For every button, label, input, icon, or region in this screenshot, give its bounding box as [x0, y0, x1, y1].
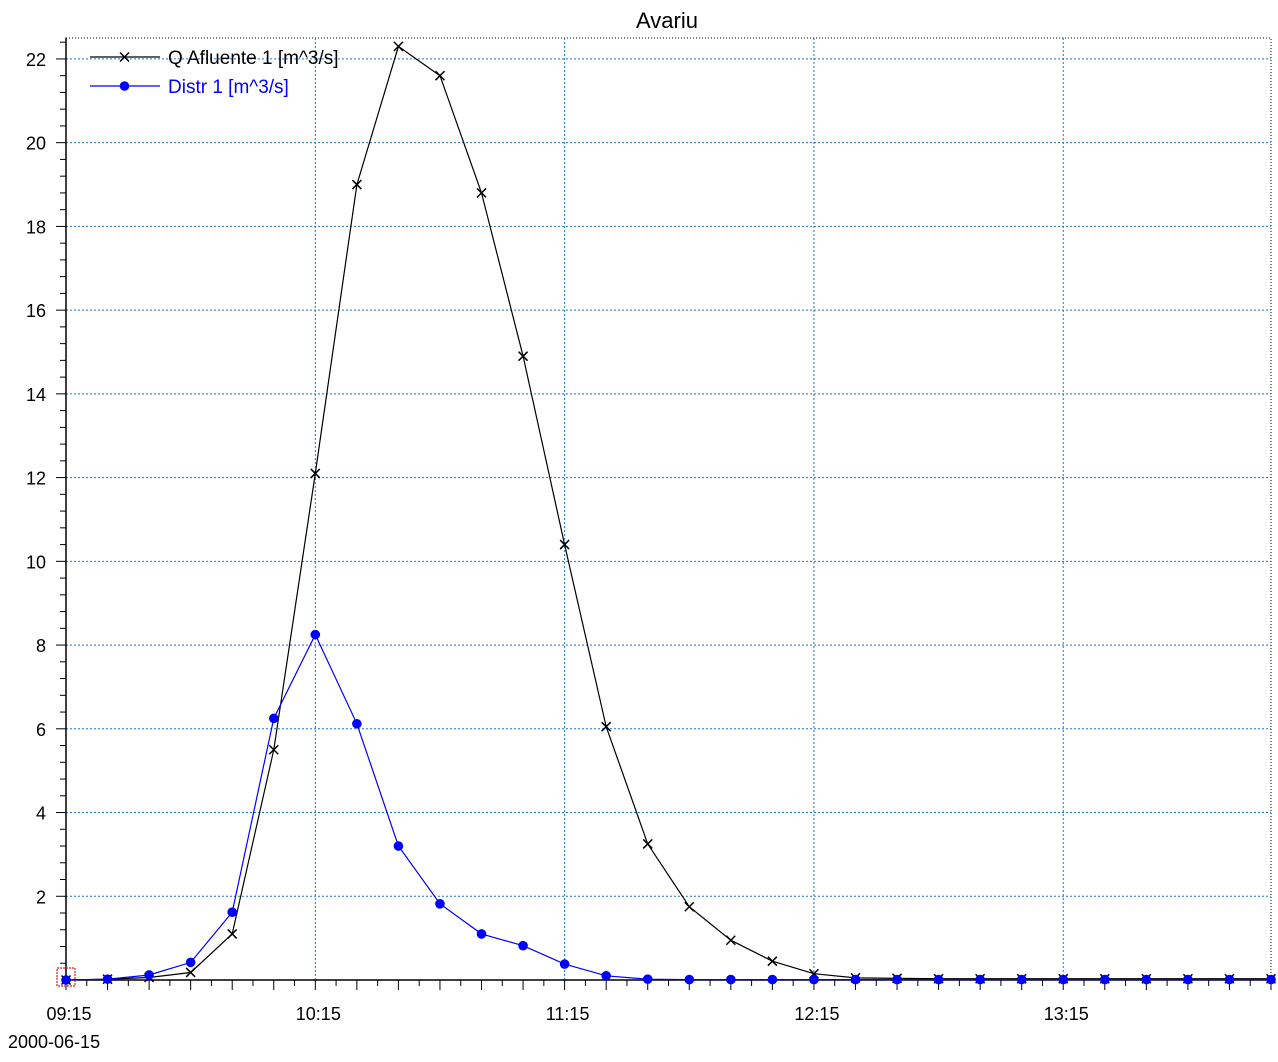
data-point [767, 974, 778, 985]
data-point [975, 974, 985, 985]
data-point [1016, 974, 1027, 985]
x-tick-label: 12:15 [794, 1004, 839, 1024]
legend-marker [119, 51, 130, 63]
data-point [1224, 974, 1235, 985]
x-tick-label: 10:15 [296, 1004, 341, 1024]
y-tick-label: 4 [36, 804, 46, 824]
data-point [61, 975, 71, 985]
series-layer [60, 41, 1277, 986]
data-point [518, 351, 529, 362]
grid [65, 37, 1272, 981]
data-point [601, 971, 611, 981]
legend: Q Afluente 1 [m^3/s] Distr 1 [m^3/s] [90, 48, 339, 98]
data-point [601, 721, 612, 732]
y-tick-label: 18 [26, 217, 46, 237]
series-1 [60, 41, 1277, 986]
data-point [310, 468, 321, 479]
data-point [642, 974, 653, 984]
data-point [1141, 974, 1152, 985]
data-point [268, 744, 279, 755]
data-point [518, 940, 528, 951]
data-point [559, 959, 570, 969]
plot-border [65, 37, 1272, 981]
data-point [268, 713, 279, 724]
data-point [185, 967, 196, 978]
data-point [476, 929, 487, 939]
data-point [809, 974, 819, 985]
data-point [1266, 974, 1276, 985]
data-point [767, 956, 778, 967]
data-point [642, 838, 653, 849]
y-tick-label: 20 [26, 134, 46, 154]
data-point [725, 935, 736, 946]
data-point [185, 957, 196, 968]
series-line [65, 633, 1271, 981]
x-tick-label: 11:15 [546, 1004, 590, 1024]
data-point [559, 539, 570, 550]
legend-label: Q Afluente 1 [m^3/s] [168, 48, 339, 69]
y-tick-label: 6 [36, 720, 46, 740]
y-tick-label: 10 [26, 552, 46, 572]
data-point [1058, 974, 1069, 985]
data-point [435, 899, 445, 909]
x-tick-label: 13:15 [1044, 1004, 1089, 1024]
series-2 [61, 629, 1276, 985]
data-point [310, 629, 321, 640]
data-point [227, 928, 238, 939]
data-point [933, 974, 944, 985]
data-point [1183, 974, 1193, 985]
legend-marker [119, 81, 130, 91]
y-tick-label: 14 [26, 385, 46, 405]
y-tick-label: 2 [36, 887, 46, 907]
legend-item: Distr 1 [m^3/s] [90, 77, 289, 98]
axes: 2 4 6 8 10 12 14 16 18 20 22 09:15 10:15 11:15 12:15 13… [26, 38, 1272, 1024]
data-point [892, 974, 902, 985]
data-point [352, 718, 362, 729]
legend-label: Distr 1 [m^3/s] [168, 77, 289, 98]
data-point [144, 970, 154, 980]
data-point [476, 187, 487, 198]
y-tick-label: 16 [26, 301, 46, 321]
x-tick-label: 09:15 [46, 1004, 91, 1024]
data-point [393, 841, 404, 851]
x-axis-date-label: 2000-06-15 [8, 1032, 100, 1052]
data-point [850, 974, 861, 985]
legend-item: Q Afluente 1 [m^3/s] [90, 48, 339, 69]
selection-marker [56, 967, 76, 987]
data-point [102, 974, 113, 984]
data-point [684, 974, 695, 985]
data-point [393, 41, 404, 52]
data-point [227, 907, 238, 917]
data-point [726, 974, 736, 985]
data-point [684, 901, 695, 912]
y-tick-label: 22 [26, 50, 46, 70]
y-tick-label: 8 [36, 636, 46, 656]
chart-title: Avariu [636, 8, 698, 33]
data-point [1099, 974, 1110, 985]
data-point [434, 70, 445, 81]
y-tick-label: 12 [26, 469, 46, 489]
series-line [65, 45, 1271, 981]
data-point [351, 179, 362, 190]
